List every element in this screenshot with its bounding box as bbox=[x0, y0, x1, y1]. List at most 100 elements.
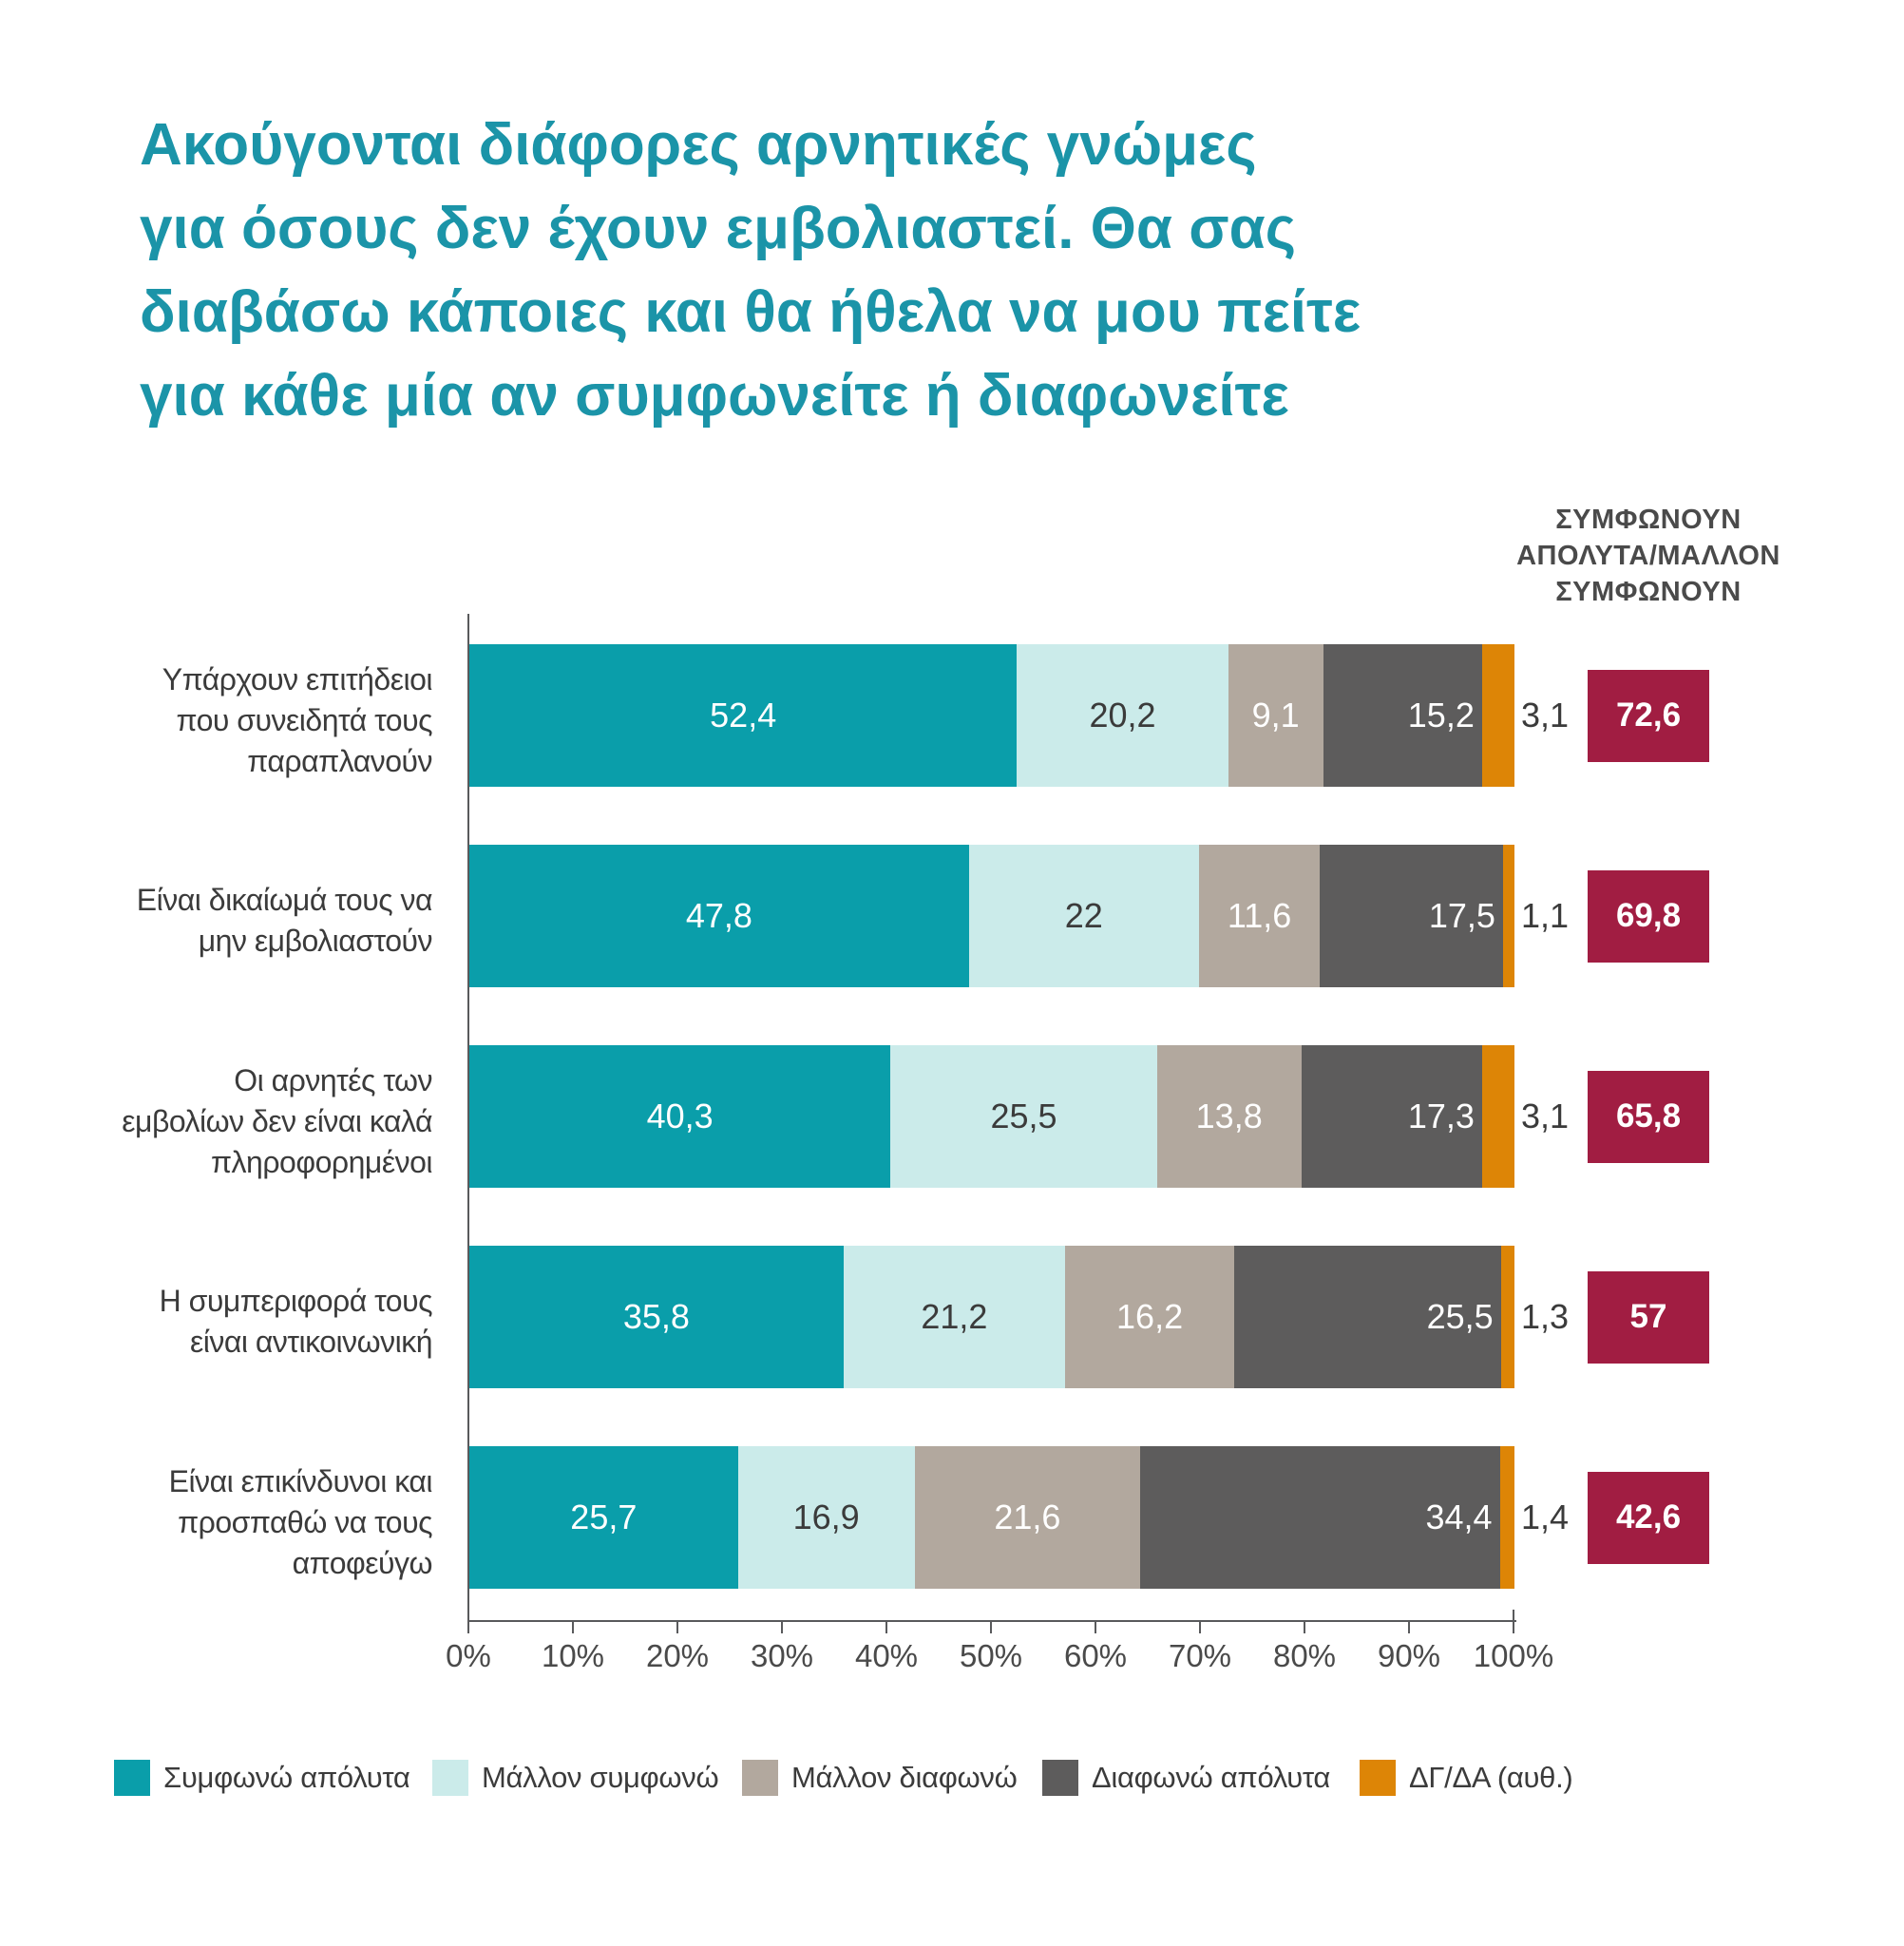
bar-segment: 13,8 bbox=[1156, 1045, 1302, 1188]
category-label-line: προσπαθώ να τους bbox=[178, 1504, 432, 1539]
category-label-line: αποφεύγω bbox=[292, 1545, 433, 1580]
x-axis-tick-label: 60% bbox=[1063, 1638, 1128, 1673]
bar-segment: 35,8 bbox=[469, 1246, 844, 1388]
segment-value-label: 25,5 bbox=[990, 1097, 1057, 1135]
segment-value-label: 25,7 bbox=[570, 1498, 638, 1536]
segment-value-label: 16,2 bbox=[1116, 1297, 1184, 1336]
bar-segment: 22 bbox=[968, 845, 1199, 987]
legend-swatch bbox=[742, 1760, 778, 1796]
x-axis-tick-label: 80% bbox=[1272, 1638, 1337, 1673]
legend-item: ΔΓ/ΔΑ (αυθ.) bbox=[1360, 1760, 1573, 1796]
bar-segment: 47,8 bbox=[469, 845, 969, 987]
segment-value-label: 22 bbox=[1064, 896, 1103, 935]
chart-title-line: διαβάσω κάποιες και θα ήθελα να μου πείτ… bbox=[140, 279, 1361, 345]
bar-segment bbox=[1499, 1446, 1514, 1589]
bar-segment: 20,2 bbox=[1017, 644, 1228, 787]
bar-segment: 16,2 bbox=[1064, 1246, 1235, 1388]
category-label-line: πληροφορημένοι bbox=[210, 1144, 433, 1179]
dk-value-label: 3,1 bbox=[1521, 696, 1570, 735]
segment-value-label: 21,2 bbox=[921, 1297, 988, 1336]
category-label-line: Η συμπεριφορά τους bbox=[159, 1284, 433, 1318]
bar-row: 47,8 22 11,6 17,5 bbox=[469, 845, 1514, 987]
x-axis-tick bbox=[676, 1622, 678, 1633]
dk-value-label: 1,4 bbox=[1521, 1498, 1570, 1536]
x-axis-tick bbox=[1199, 1622, 1201, 1633]
chart-title: Ακούγονται διάφορες αρνητικές γνώμες για… bbox=[140, 104, 1361, 438]
x-axis-tick-label: 40% bbox=[854, 1638, 919, 1673]
bar-segment: 16,9 bbox=[737, 1446, 915, 1589]
bar-segment bbox=[1500, 1246, 1514, 1388]
category-label: Είναι δικαίωμά τους να μην εμβολιαστούν bbox=[136, 880, 433, 962]
x-axis-tick-label: 70% bbox=[1168, 1638, 1232, 1673]
category-label-line: Είναι επικίνδυνοι και bbox=[168, 1463, 433, 1498]
x-axis-tick-label: 100% bbox=[1473, 1638, 1554, 1673]
legend-label: Διαφωνώ απόλυτα bbox=[1092, 1761, 1331, 1794]
segment-value-label: 47,8 bbox=[685, 896, 752, 935]
legend-swatch bbox=[1042, 1760, 1078, 1796]
category-label-line: εμβολίων δεν είναι καλά bbox=[122, 1103, 432, 1138]
agree-column-header-line: ΣΥΜΦΩΝΟΥΝ bbox=[1555, 505, 1742, 535]
segment-value-label: 13,8 bbox=[1195, 1097, 1263, 1135]
bar-segment: 34,4 bbox=[1140, 1446, 1500, 1589]
x-axis-tick bbox=[1095, 1622, 1096, 1633]
bar-row: 35,8 21,2 16,2 25,5 bbox=[469, 1246, 1514, 1388]
x-axis-tick bbox=[990, 1622, 992, 1633]
category-label: Είναι επικίνδυνοι και προσπαθώ να τους απο… bbox=[168, 1461, 433, 1584]
category-label: Υπάρχουν επιτήδειοι που συνειδητά τους παρ… bbox=[162, 659, 433, 782]
legend-label: ΔΓ/ΔΑ (αυθ.) bbox=[1409, 1761, 1573, 1794]
category-label-line: Οι αρνητές των bbox=[234, 1062, 432, 1097]
x-axis-tick-label: 0% bbox=[446, 1638, 491, 1673]
bar-segment: 25,5 bbox=[890, 1045, 1157, 1188]
bar-segment: 17,5 bbox=[1320, 845, 1503, 987]
bar-segment: 25,5 bbox=[1234, 1246, 1501, 1388]
legend-label: Μάλλον συμφωνώ bbox=[482, 1761, 719, 1794]
segment-value-label: 17,5 bbox=[1428, 896, 1495, 935]
segment-value-label: 25,5 bbox=[1426, 1297, 1494, 1336]
agree-total-box: 42,6 bbox=[1588, 1471, 1709, 1564]
bar-segment: 21,6 bbox=[914, 1446, 1141, 1589]
bar-segment bbox=[1502, 845, 1514, 987]
segment-value-label: 17,3 bbox=[1407, 1097, 1475, 1135]
legend-label: Συμφωνώ απόλυτα bbox=[163, 1761, 410, 1794]
segment-value-label: 11,6 bbox=[1227, 896, 1292, 935]
legend-swatch bbox=[1360, 1760, 1396, 1796]
x-axis-tick bbox=[467, 1622, 469, 1633]
bar-segment: 11,6 bbox=[1198, 845, 1321, 987]
x-axis-end-tick bbox=[1513, 1610, 1514, 1620]
bar-segment: 17,3 bbox=[1301, 1045, 1482, 1188]
agree-total-box: 69,8 bbox=[1588, 869, 1709, 963]
segment-value-label: 40,3 bbox=[646, 1097, 714, 1135]
bar-segment: 15,2 bbox=[1323, 644, 1482, 787]
x-axis-line bbox=[467, 1620, 1516, 1622]
legend-label: Μάλλον διαφωνώ bbox=[791, 1761, 1018, 1794]
chart-title-line: Ακούγονται διάφορες αρνητικές γνώμες bbox=[140, 112, 1257, 178]
segment-value-label: 21,6 bbox=[994, 1498, 1061, 1536]
category-label-line: μην εμβολιαστούν bbox=[198, 924, 433, 958]
agree-column-header-line: ΣΥΜΦΩΝΟΥΝ bbox=[1555, 577, 1742, 607]
bar-segment: 25,7 bbox=[469, 1446, 738, 1589]
segment-value-label: 20,2 bbox=[1089, 696, 1156, 735]
segment-value-label: 9,1 bbox=[1251, 696, 1300, 735]
agree-column-header-line: ΑΠΟΛΥΤΑ/ΜΑΛΛΟΝ bbox=[1516, 541, 1780, 571]
legend-swatch bbox=[432, 1760, 468, 1796]
segment-value-label: 16,9 bbox=[792, 1498, 860, 1536]
x-axis-tick bbox=[1304, 1622, 1305, 1633]
x-axis-tick bbox=[1408, 1622, 1410, 1633]
dk-value-label: 1,3 bbox=[1521, 1297, 1570, 1336]
chart-title-line: για όσους δεν έχουν εμβολιαστεί. Θα σας bbox=[140, 196, 1296, 261]
agree-total-box: 72,6 bbox=[1588, 669, 1709, 762]
legend-item: Συμφωνώ απόλυτα bbox=[114, 1760, 410, 1796]
bar-segment bbox=[1481, 1045, 1514, 1188]
segment-value-label: 35,8 bbox=[622, 1297, 690, 1336]
legend-swatch bbox=[114, 1760, 150, 1796]
category-label-line: Υπάρχουν επιτήδειοι bbox=[162, 661, 433, 696]
category-label-line: είναι αντικοινωνική bbox=[189, 1325, 433, 1359]
chart-title-line: για κάθε μία αν συμφωνείτε ή διαφωνείτε bbox=[140, 363, 1289, 429]
bar-row: 25,7 16,9 21,6 34,4 bbox=[469, 1446, 1514, 1589]
dk-value-label: 1,1 bbox=[1521, 896, 1570, 935]
legend-item: Μάλλον διαφωνώ bbox=[742, 1760, 1018, 1796]
x-axis-tick bbox=[885, 1622, 887, 1633]
segment-value-label: 34,4 bbox=[1425, 1498, 1493, 1536]
category-label-line: Είναι δικαίωμά τους να bbox=[136, 883, 433, 917]
